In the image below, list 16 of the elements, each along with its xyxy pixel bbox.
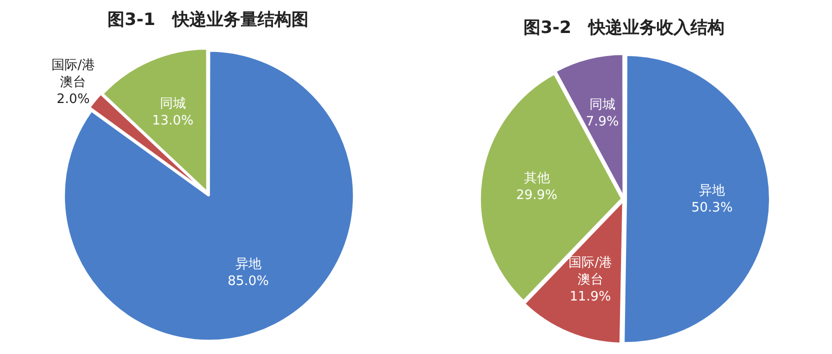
data-label: 7.9% [586, 114, 619, 130]
slice-label: 国际/港澳台 [51, 58, 95, 90]
data-label: 2.0% [56, 92, 90, 107]
data-label: 50.3% [691, 200, 733, 216]
slice-label: 同城 [589, 98, 616, 113]
data-label: 11.9% [570, 290, 611, 305]
slice-label: 异地 [699, 184, 726, 199]
data-label: 13.0% [152, 114, 194, 129]
slice-label: 同城 [160, 96, 186, 112]
slice-label: 异地 [235, 256, 262, 272]
data-label: 29.9% [516, 188, 558, 204]
slice-label: 其他 [524, 171, 550, 186]
chart-title: 图3-1 快递业务量结构图 [106, 9, 310, 31]
slice-label: 国际/港澳台 [568, 256, 612, 288]
data-label: 85.0% [228, 274, 269, 289]
chart-title: 图3-2 快递业务收入结构 [522, 17, 726, 39]
